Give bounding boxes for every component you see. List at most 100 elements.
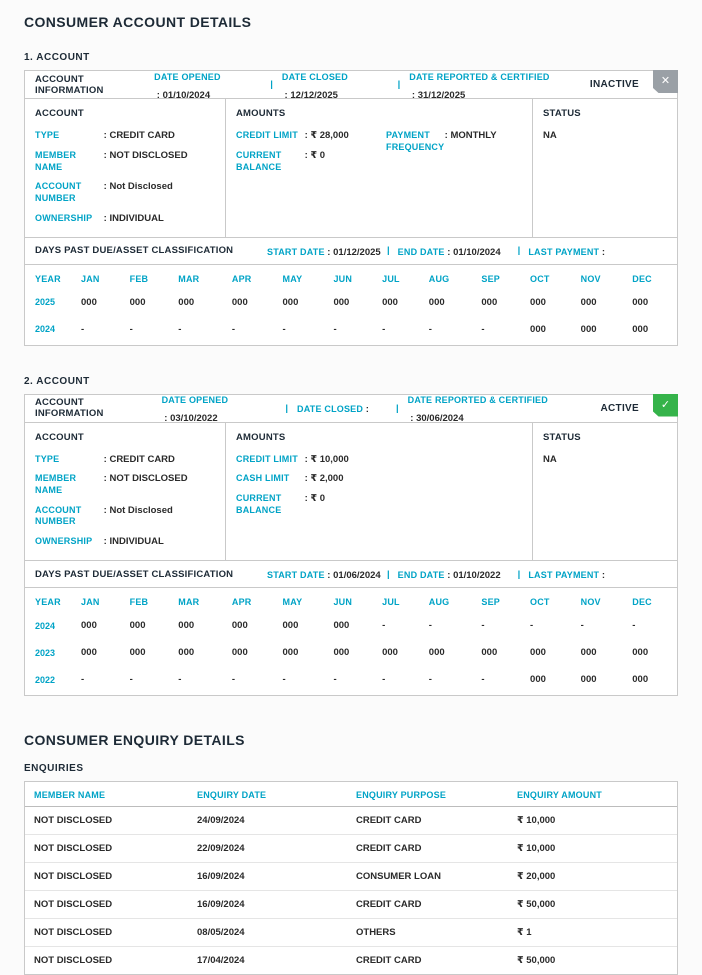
dpd-value: 000 — [632, 647, 649, 658]
credit-limit-field: CREDIT LIMIT ₹ 10,000 — [236, 454, 522, 466]
start-date-value: 01/12/2025 — [325, 247, 381, 258]
ownership-field: OWNERSHIP INDIVIDUAL — [35, 213, 215, 225]
month-header: MAR — [178, 273, 200, 284]
amounts-right: PAYMENT FREQUENCYMONTHLY — [386, 130, 522, 181]
ownership-field: OWNERSHIP INDIVIDUAL — [35, 536, 215, 548]
dpd-value: - — [428, 674, 432, 685]
amounts-fields: CREDIT LIMIT₹ 28,000 CURRENT BALANCE₹ 0 … — [236, 130, 522, 181]
enquiry-row: NOT DISCLOSED 08/05/2024 OTHERS ₹ 1 — [25, 918, 677, 947]
dpd-value: 000 — [129, 296, 146, 308]
start-date-label: START DATE — [267, 570, 325, 580]
dpd-value: - — [178, 674, 182, 685]
dpd-table-account-2: YEAR JAN FEB MAR APR MAY JUN JUL AUG SEP… — [25, 589, 677, 693]
enquiry-member-name: NOT DISCLOSED — [25, 834, 188, 863]
dpd-year: 2024 — [35, 324, 56, 334]
enquiries-label: ENQUIRIES — [24, 763, 84, 774]
enquiry-date-header: ENQUIRY DATE — [188, 782, 347, 807]
dpd-value: 000 — [382, 647, 398, 658]
account-status-text: INACTIVE — [589, 79, 639, 90]
month-header: SEP — [481, 597, 500, 607]
month-header: APR — [231, 273, 252, 284]
month-header: NOV — [580, 273, 601, 284]
type-field: TYPE CREDIT CARD — [35, 454, 215, 466]
credit-limit-label: CREDIT LIMIT — [236, 130, 298, 140]
month-header: DEC — [632, 273, 652, 284]
current-balance-field: CURRENT BALANCE ₹ 0 — [236, 493, 522, 516]
start-date-label: START DATE — [267, 246, 325, 257]
divider — [398, 79, 401, 90]
month-header: MAR — [178, 597, 200, 607]
start-date-value: 01/06/2024 — [325, 570, 381, 581]
account-number-field: ACCOUNT NUMBER Not Disclosed — [35, 181, 215, 204]
enquiry-date: 16/09/2024 — [188, 862, 347, 891]
dpd-year: 2024 — [35, 620, 56, 631]
dpd-value: 000 — [530, 296, 546, 308]
enquiry-amount: ₹ 20,000 — [508, 862, 677, 891]
status-value: NA — [543, 453, 557, 465]
enquiry-purpose: OTHERS — [347, 918, 508, 947]
dpd-value: - — [382, 323, 386, 335]
status-column: STATUS NA — [532, 422, 677, 560]
last-payment-field: LAST PAYMENT — [528, 565, 607, 583]
date-closed-field: DATE CLOSED — [297, 399, 387, 417]
date-reported-label: DATE REPORTED & CERTIFIED — [409, 71, 550, 82]
dpd-year: 2025 — [35, 297, 56, 307]
account-information-title: ACCOUNT INFORMATION — [35, 73, 104, 96]
month-header: NOV — [580, 597, 601, 607]
enquiry-amount: ₹ 50,000 — [517, 955, 556, 966]
enquiry-purpose: CREDIT CARD — [347, 834, 508, 863]
last-payment-field: LAST PAYMENT — [528, 242, 607, 260]
type-label: TYPE — [35, 453, 60, 464]
end-date-value: 01/10/2022 — [445, 570, 501, 581]
dpd-value: 000 — [632, 323, 649, 335]
dpd-value: 000 — [178, 647, 195, 658]
dpd-year: 2023 — [35, 647, 56, 658]
dpd-value: 000 — [481, 647, 498, 658]
ownership-value: INDIVIDUAL — [101, 536, 163, 548]
dpd-value: 000 — [282, 647, 299, 658]
date-opened-field: DATE OPENED 01/10/2024 — [154, 67, 261, 103]
account-2-label: 2. ACCOUNT — [24, 375, 90, 387]
dpd-value: 000 — [530, 323, 546, 335]
account-1-columns: ACCOUNT TYPE CREDIT CARD MEMBER NAME NOT D… — [25, 99, 677, 237]
dpd-value: - — [382, 674, 386, 685]
enquiry-member-name: NOT DISCLOSED — [25, 806, 188, 835]
type-label: TYPE — [35, 130, 60, 140]
dpd-value: - — [81, 674, 85, 685]
divider — [270, 79, 273, 90]
cash-limit-field: CASH LIMIT ₹ 2,000 — [236, 473, 522, 485]
date-reported-field: DATE REPORTED & CERTIFIED 30/06/2024 — [408, 390, 592, 426]
enquiry-row: NOT DISCLOSED 16/09/2024 CREDIT CARD ₹ 5… — [25, 890, 677, 919]
dpd-title: DAYS PAST DUE/ASSET CLASSIFICATION — [35, 245, 234, 256]
end-date-field: END DATE01/10/2024 — [398, 242, 510, 260]
status-column: STATUS NA — [532, 99, 677, 237]
month-header: OCT — [530, 597, 550, 607]
account-number-label: ACCOUNT NUMBER — [35, 181, 82, 203]
dpd-value: 000 — [81, 296, 97, 308]
member-name-value: NOT DISCLOSED — [101, 473, 187, 496]
payment-frequency-label: PAYMENT FREQUENCY — [386, 130, 445, 152]
end-date-label: END DATE — [397, 246, 445, 257]
last-payment-label: LAST PAYMENT — [528, 570, 600, 580]
enquiry-amount: ₹ 1 — [508, 918, 677, 947]
account-1-label: 1. ACCOUNT — [24, 52, 90, 63]
active-badge: ✓ — [653, 393, 678, 417]
account-number-field: ACCOUNT NUMBER Not Disclosed — [35, 505, 215, 528]
dpd-value: - — [129, 674, 133, 685]
dpd-value: 000 — [81, 647, 97, 658]
account-column-header: ACCOUNT — [35, 108, 84, 119]
enquiry-row: NOT DISCLOSED 22/09/2024 CREDIT CARD ₹ 1… — [25, 834, 677, 863]
enquiry-member-name: NOT DISCLOSED — [34, 955, 113, 966]
enquiry-date: 24/09/2024 — [188, 806, 347, 835]
date-opened-value: 01/10/2024 — [154, 90, 210, 101]
month-header: AUG — [428, 273, 450, 284]
month-header: MAY — [282, 597, 303, 607]
cash-limit-value: ₹ 2,000 — [302, 473, 343, 485]
month-header: JUN — [333, 597, 353, 607]
ownership-label: OWNERSHIP — [35, 212, 93, 223]
month-header: OCT — [530, 273, 550, 284]
dpd-value: 000 — [530, 674, 546, 685]
credit-limit-label: CREDIT LIMIT — [236, 453, 298, 464]
dpd-value: - — [481, 674, 485, 685]
